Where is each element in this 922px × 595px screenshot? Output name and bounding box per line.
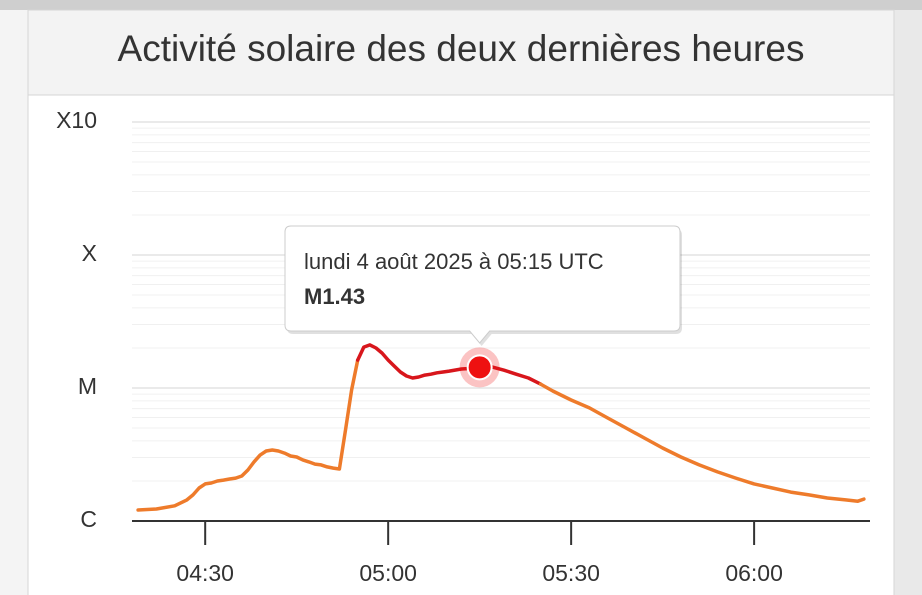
x-tick-label: 04:30 — [176, 560, 234, 586]
tooltip-date: lundi 4 août 2025 à 05:15 UTC — [304, 249, 604, 274]
y-tick-label: X10 — [56, 107, 97, 133]
top-bar — [0, 0, 922, 10]
x-tick-label: 06:00 — [725, 560, 783, 586]
y-tick-label: C — [80, 506, 97, 532]
left-margin — [0, 0, 28, 595]
line-series — [136, 358, 360, 512]
plot: C M X X10 04:30 05:00 05:30 06:00 lundi 4 août 2… — [56, 107, 870, 586]
tooltip-value: M1.43 — [304, 284, 365, 309]
y-tick-label: M — [78, 373, 97, 399]
line-series — [538, 382, 866, 503]
card-header — [27, 9, 895, 96]
chart-title: Activité solaire des deux dernières heur… — [118, 28, 805, 69]
y-tick-label: X — [82, 240, 97, 266]
line-series — [355, 343, 543, 386]
x-tick-label: 05:30 — [542, 560, 600, 586]
tooltip-box — [284, 225, 681, 344]
x-tick-label: 05:00 — [359, 560, 417, 586]
hover-marker — [466, 354, 493, 381]
